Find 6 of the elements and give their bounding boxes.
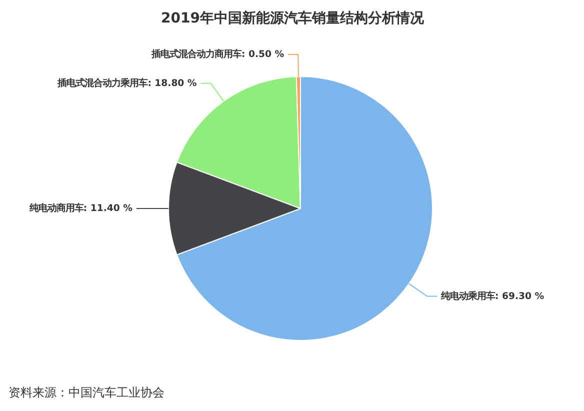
slice-label: 插电式混合动力乘用车: 18.80 % bbox=[56, 78, 198, 89]
slice-label: 插电式混合动力商用车: 0.50 % bbox=[150, 49, 285, 60]
text: 资料来源：中国汽车工业协会 bbox=[8, 386, 164, 400]
slice-label: 纯电动商用车: 11.40 % bbox=[28, 203, 134, 214]
slice-label: 纯电动乘用车: 69.30 % bbox=[440, 290, 545, 302]
chart-title: 2019年中国新能源汽车销量结构分析情况 bbox=[161, 10, 425, 26]
